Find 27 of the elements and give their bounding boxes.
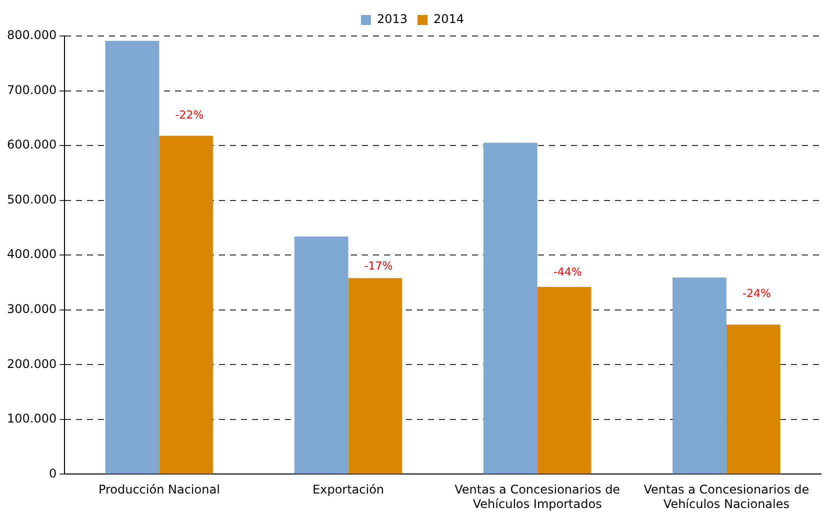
- x-tick-label: Exportación: [312, 482, 384, 497]
- legend-label: 2014: [434, 12, 464, 26]
- y-tick-label: 700.000: [7, 82, 57, 97]
- annotation: -22%: [175, 108, 204, 122]
- x-tick-label: Producción Nacional: [98, 482, 220, 497]
- bar: [159, 136, 214, 474]
- bar: [294, 236, 348, 474]
- x-tick-label: Ventas a Concesionarios de Vehículos Nacionales: [644, 482, 810, 511]
- bar: [483, 142, 538, 474]
- bar: [105, 40, 160, 474]
- y-tick-label: 500.000: [7, 192, 57, 206]
- bar: [726, 324, 780, 474]
- y-tick-label: 0: [48, 466, 57, 480]
- y-tick-label: 400.000: [7, 247, 57, 262]
- y-tick-label: 800.000: [7, 28, 57, 42]
- bar: [537, 286, 592, 474]
- bar: [672, 278, 726, 474]
- legend-label: 2013: [376, 12, 408, 26]
- x-tick-label: Ventas a Concesionarios de Vehículos Importados: [454, 482, 620, 511]
- bar: [348, 278, 402, 474]
- y-tick-label: 200.000: [7, 356, 57, 371]
- y-tick-label: 100.000: [7, 412, 57, 426]
- annotation: -17%: [364, 259, 393, 272]
- annotation: -44%: [553, 265, 582, 278]
- annotation: -24%: [742, 286, 771, 300]
- y-tick-label: 300.000: [7, 302, 57, 316]
- y-tick-label: 600.000: [7, 138, 57, 152]
